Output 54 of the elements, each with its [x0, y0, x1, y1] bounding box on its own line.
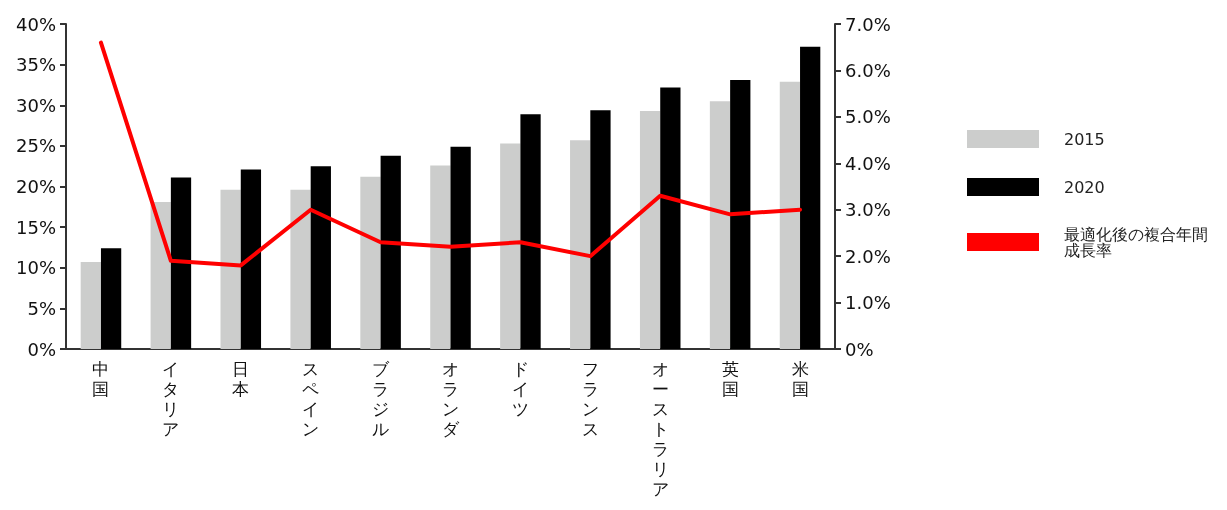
legend-label: 2020	[1064, 177, 1105, 197]
bar	[220, 189, 241, 349]
x-tick-label: ブラジル	[372, 359, 391, 439]
y2-tick-label: 4.0%	[845, 152, 891, 174]
bar	[590, 110, 611, 349]
bar	[430, 165, 451, 349]
bar	[380, 155, 401, 349]
y-tick-label: 15%	[15, 216, 56, 238]
bar	[730, 80, 751, 349]
y2-tick-label: 2.0%	[845, 245, 891, 267]
x-tick-label: フランス	[581, 359, 599, 439]
y2-tick-label: 7.0%	[845, 13, 891, 35]
x-tick-label: イタリア	[162, 359, 180, 439]
y2-tick-label: 5.0%	[845, 106, 891, 128]
bar	[150, 201, 171, 349]
x-tick-label: 英国	[721, 359, 739, 399]
y2-tick-label: 1.0%	[845, 292, 891, 314]
bar	[520, 114, 541, 349]
bar	[100, 248, 122, 349]
bar	[240, 169, 262, 349]
y-tick-label: 10%	[15, 257, 56, 279]
legend-label: 最適化後の複合年間成長率	[1064, 224, 1208, 260]
bar	[639, 110, 661, 349]
bar	[170, 177, 192, 349]
bar	[779, 81, 801, 349]
x-tick-label: ドイツ	[511, 359, 529, 419]
bar	[360, 176, 381, 349]
bar	[450, 146, 471, 349]
y-tick-label: 30%	[15, 94, 56, 116]
line-series	[98, 40, 803, 268]
bar	[660, 87, 681, 349]
x-tick-label: オーストラリア	[651, 359, 669, 499]
y2-tick-label: 0%	[845, 338, 874, 360]
bar	[570, 140, 591, 349]
y-tick-label: 35%	[15, 54, 56, 76]
x-tick-label: 米国	[791, 359, 809, 399]
bar	[800, 46, 821, 349]
y-tick-label: 0%	[27, 338, 56, 360]
y-tick-label: 25%	[15, 135, 56, 157]
bar	[80, 262, 101, 349]
bar	[709, 101, 731, 349]
y-tick-label: 20%	[15, 176, 56, 197]
legend-label: 2015	[1064, 129, 1105, 149]
bar	[310, 166, 331, 349]
x-tick-label: オランダ	[442, 359, 460, 439]
x-tick-label: 中国	[92, 359, 110, 399]
y2-tick-label: 3.0%	[845, 199, 891, 221]
y-tick-label: 40%	[15, 13, 56, 35]
bar	[290, 189, 311, 349]
bar	[500, 143, 521, 349]
y2-tick-label: 6.0%	[845, 59, 891, 81]
x-tick-label: スペイン	[302, 359, 320, 439]
x-tick-label: 日本	[232, 359, 250, 399]
y-tick-label: 5%	[27, 297, 56, 319]
